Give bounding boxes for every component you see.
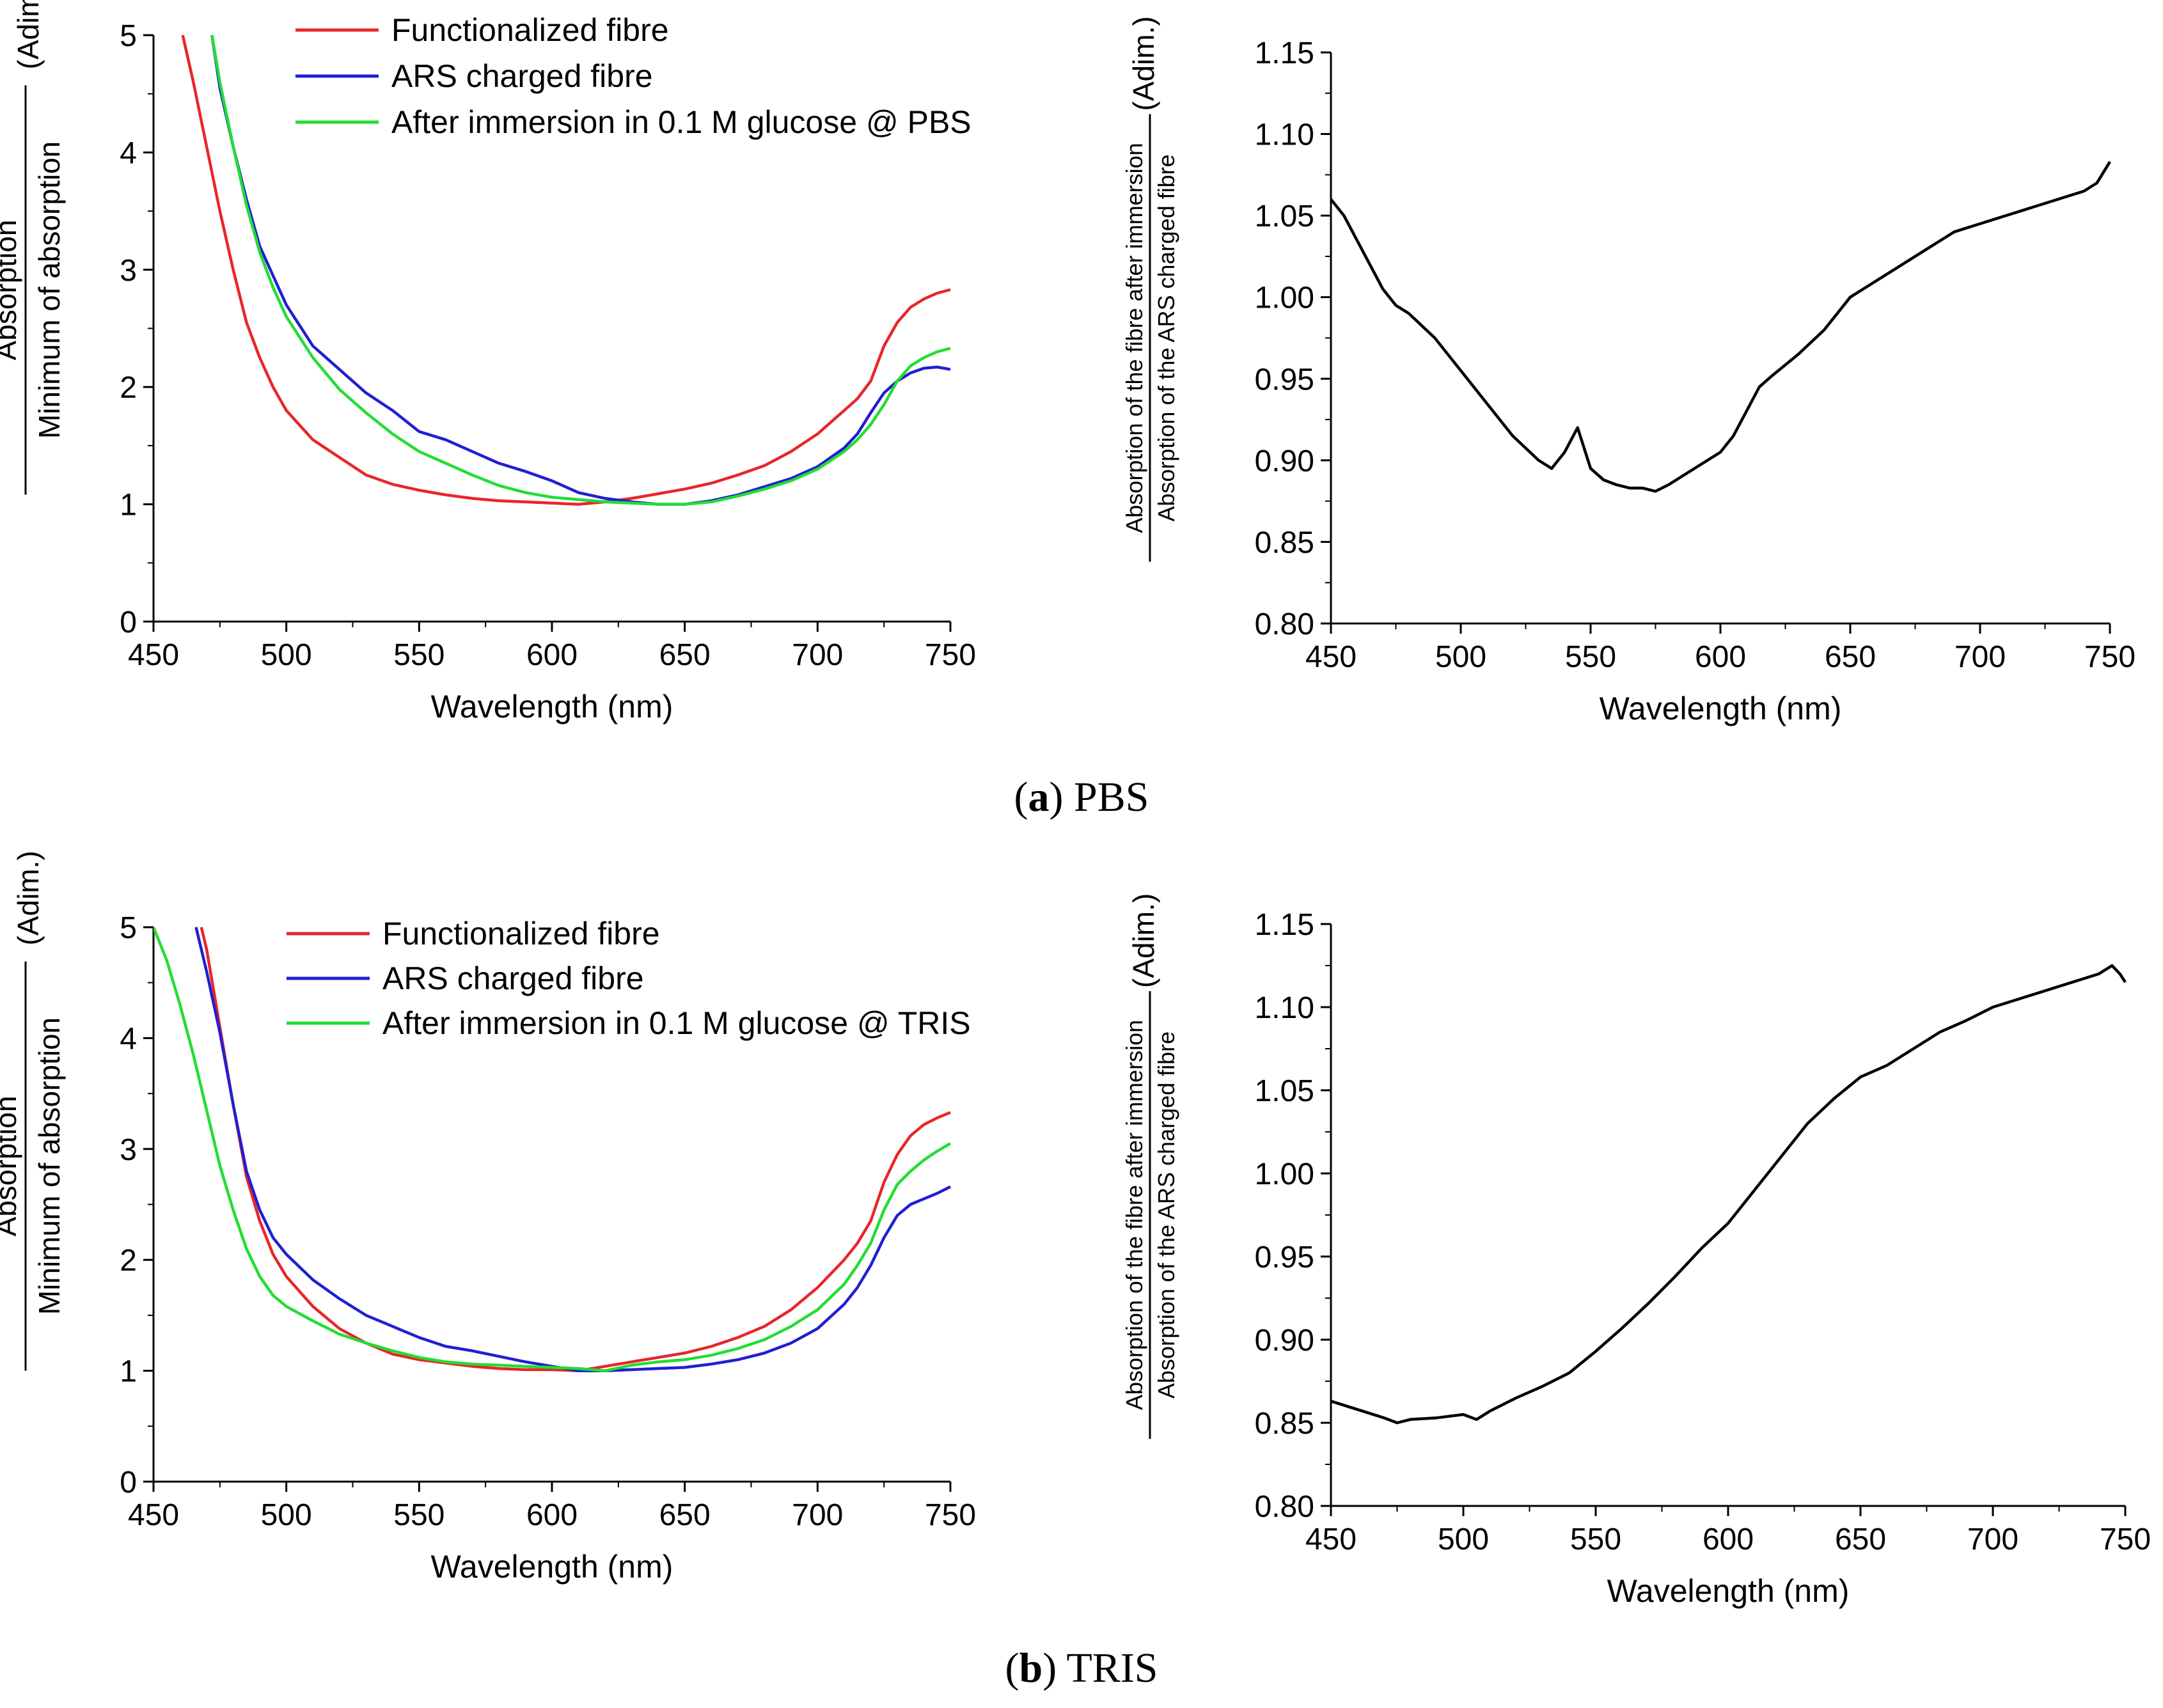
x-tick-label: 750 bbox=[2100, 1523, 2151, 1556]
y-tick-label: 4 bbox=[120, 1022, 137, 1056]
y-title-numerator: Absorption of the fibre after immersion bbox=[1121, 143, 1147, 533]
y-title-numerator: Absorption bbox=[0, 220, 22, 361]
x-axis-title: Wavelength (nm) bbox=[431, 1549, 673, 1585]
legend-label-3: After immersion in 0.1 M glucose @ TRIS bbox=[382, 1005, 971, 1041]
legend-label-2: ARS charged fibre bbox=[382, 960, 644, 996]
y-tick-label: 0 bbox=[120, 606, 137, 639]
x-tick-label: 500 bbox=[1435, 640, 1486, 674]
x-tick-label: 550 bbox=[393, 1498, 444, 1532]
series-line-1 bbox=[181, 35, 951, 506]
x-tick-label: 600 bbox=[526, 1498, 578, 1532]
x-tick-label: 450 bbox=[128, 1498, 179, 1532]
y-tick-label: 0.90 bbox=[1255, 444, 1314, 478]
y-tick-label: 1.05 bbox=[1255, 200, 1314, 233]
x-tick-label: 450 bbox=[1305, 640, 1357, 674]
legend: Functionalized fibre ARS charged fibre Aft… bbox=[287, 916, 971, 1041]
x-tick-label: 500 bbox=[261, 638, 312, 672]
y-title-unit: (Adim.) bbox=[1127, 893, 1160, 988]
y-tick-label: 1.10 bbox=[1255, 118, 1314, 152]
legend-label-2: ARS charged fibre bbox=[391, 58, 653, 94]
panel-a-right: 450 500 550 600 650 700 750 0.80 0.85 0.90 0.95 1.0… bbox=[1121, 16, 2135, 726]
x-tick-label: 450 bbox=[128, 638, 179, 672]
y-tick-label: 0.80 bbox=[1255, 607, 1314, 641]
y-title-denominator: Absorption of the ARS charged fibre bbox=[1153, 154, 1179, 521]
y-tick-label: 1.00 bbox=[1255, 1157, 1314, 1191]
y-tick-label: 0.95 bbox=[1255, 1241, 1314, 1274]
y-title-numerator: Absorption bbox=[0, 1096, 22, 1237]
x-tick-label: 550 bbox=[1565, 640, 1616, 674]
caption-a: (a) PBS bbox=[1014, 774, 1149, 820]
legend-label-3: After immersion in 0.1 M glucose @ PBS bbox=[391, 104, 971, 140]
series-line-2 bbox=[210, 35, 951, 506]
y-tick-label: 4 bbox=[120, 136, 137, 170]
x-tick-label: 550 bbox=[393, 638, 444, 672]
y-tick-label: 2 bbox=[120, 371, 137, 405]
panel-a-left: 450 500 550 600 650 700 750 0 1 2 3 4 5 Wavelength (n… bbox=[0, 0, 976, 725]
x-tick-label: 600 bbox=[1703, 1523, 1754, 1556]
y-title-denominator: Minimum of absorption bbox=[33, 141, 66, 439]
x-tick-label: 750 bbox=[2084, 640, 2135, 674]
x-tick-label: 700 bbox=[1967, 1523, 2018, 1556]
x-tick-label: 650 bbox=[659, 1498, 711, 1532]
panel-b-right: 450 500 550 600 650 700 750 0.80 0.85 0.90 0.95 1.0… bbox=[1121, 893, 2151, 1609]
panel-b-left: 450 500 550 600 650 700 750 0 1 2 3 4 5 Wavelength (n… bbox=[0, 850, 976, 1585]
x-tick-label: 600 bbox=[1695, 640, 1746, 674]
y-tick-label: 0.80 bbox=[1255, 1490, 1314, 1524]
x-tick-label: 750 bbox=[925, 1498, 976, 1532]
y-title-unit: (Adim.) bbox=[1127, 16, 1160, 111]
y-tick-label: 1.00 bbox=[1255, 281, 1314, 315]
series-line-2 bbox=[194, 927, 952, 1372]
x-tick-label: 600 bbox=[526, 638, 578, 672]
legend-label-1: Functionalized fibre bbox=[391, 12, 669, 48]
y-tick-label: 2 bbox=[120, 1244, 137, 1278]
x-axis-title: Wavelength (nm) bbox=[1600, 691, 1842, 726]
x-axis-title: Wavelength (nm) bbox=[431, 689, 673, 725]
x-tick-label: 700 bbox=[1955, 640, 2006, 674]
y-title-denominator: Absorption of the ARS charged fibre bbox=[1153, 1031, 1179, 1399]
x-axis-title: Wavelength (nm) bbox=[1607, 1573, 1850, 1609]
x-tick-label: 500 bbox=[1438, 1523, 1489, 1556]
y-axis-title: Absorption of the fibre after immersion A… bbox=[1121, 893, 1179, 1439]
series-line-1 bbox=[1331, 161, 2111, 493]
caption-b: (b) TRIS bbox=[1005, 1645, 1158, 1691]
y-tick-label: 0 bbox=[120, 1466, 137, 1500]
y-title-unit: (Adim.) bbox=[12, 0, 45, 70]
legend: Functionalized fibre ARS charged fibre Aft… bbox=[295, 12, 971, 140]
x-tick-label: 500 bbox=[261, 1498, 312, 1532]
y-tick-label: 0.85 bbox=[1255, 1407, 1314, 1441]
y-tick-label: 0.90 bbox=[1255, 1324, 1314, 1358]
series-line-3 bbox=[153, 927, 952, 1372]
x-tick-label: 650 bbox=[659, 638, 711, 672]
y-axis-title: Absorption Minimum of absorption (Adim.) bbox=[0, 850, 66, 1371]
y-axis-title: Absorption Minimum of absorption (Adim.) bbox=[0, 0, 66, 495]
x-tick-label: 700 bbox=[792, 1498, 843, 1532]
x-tick-label: 650 bbox=[1835, 1523, 1886, 1556]
y-title-denominator: Minimum of absorption bbox=[33, 1017, 66, 1315]
series-line-1 bbox=[1331, 964, 2127, 1425]
y-tick-label: 3 bbox=[120, 1133, 137, 1167]
x-tick-label: 550 bbox=[1570, 1523, 1621, 1556]
y-tick-label: 0.95 bbox=[1255, 363, 1314, 396]
x-tick-label: 700 bbox=[792, 638, 843, 672]
y-title-numerator: Absorption of the fibre after immersion bbox=[1121, 1020, 1147, 1410]
y-tick-label: 1.15 bbox=[1255, 36, 1314, 70]
y-tick-label: 1 bbox=[120, 489, 137, 522]
series-line-3 bbox=[210, 35, 951, 506]
y-tick-label: 3 bbox=[120, 254, 137, 288]
x-tick-label: 650 bbox=[1825, 640, 1876, 674]
y-title-unit: (Adim.) bbox=[12, 850, 45, 945]
y-tick-label: 5 bbox=[120, 911, 137, 945]
y-tick-label: 0.85 bbox=[1255, 526, 1314, 560]
y-tick-label: 5 bbox=[120, 19, 137, 53]
y-tick-label: 1.10 bbox=[1255, 991, 1314, 1025]
legend-label-1: Functionalized fibre bbox=[382, 916, 660, 952]
x-tick-label: 750 bbox=[925, 638, 976, 672]
y-tick-label: 1.05 bbox=[1255, 1074, 1314, 1108]
x-tick-label: 450 bbox=[1305, 1523, 1357, 1556]
y-tick-label: 1.15 bbox=[1255, 908, 1314, 942]
y-tick-label: 1 bbox=[120, 1355, 137, 1389]
y-axis-title: Absorption of the fibre after immersion A… bbox=[1121, 16, 1179, 562]
